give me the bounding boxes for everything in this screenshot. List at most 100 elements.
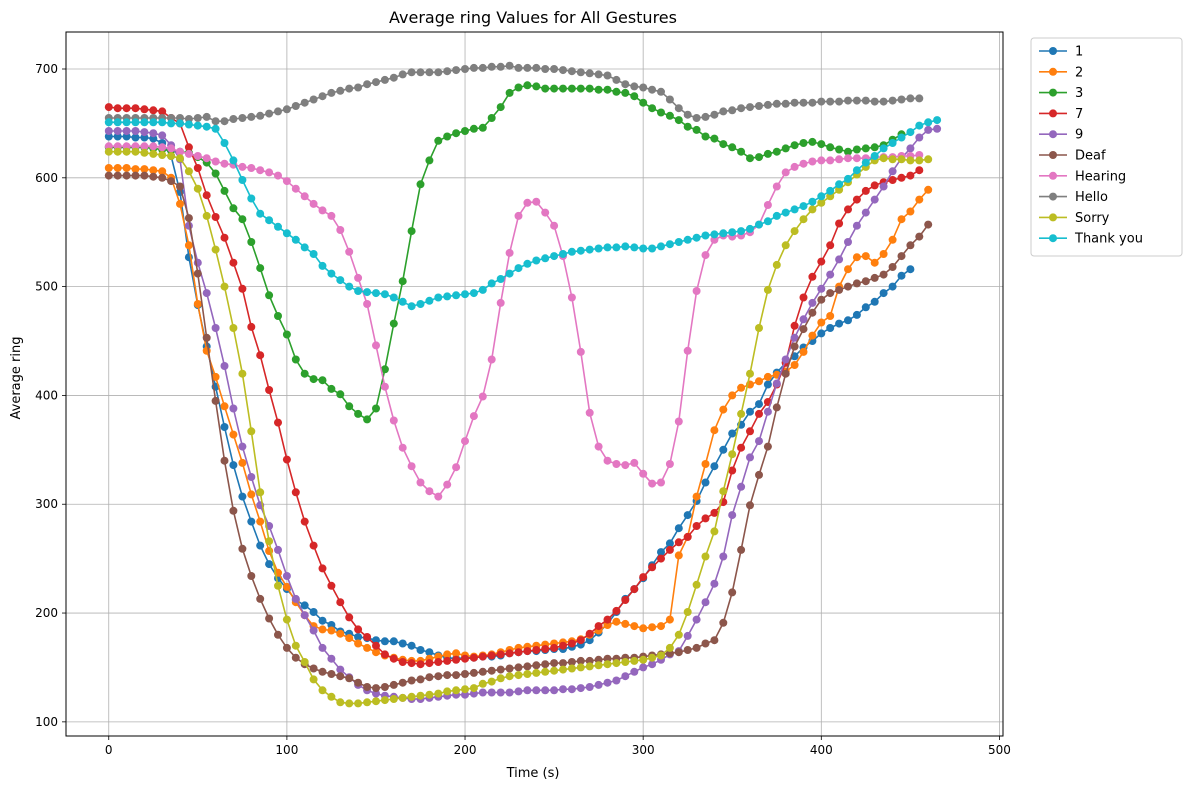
- data-point: [380, 290, 389, 299]
- data-point: [870, 143, 879, 152]
- legend-label: 2: [1075, 65, 1083, 80]
- data-point: [327, 581, 336, 590]
- data-point: [746, 103, 754, 112]
- data-point: [158, 131, 167, 140]
- data-point: [327, 692, 336, 701]
- data-point: [282, 330, 291, 339]
- data-point: [541, 84, 550, 93]
- data-point: [113, 164, 122, 172]
- data-point: [621, 88, 630, 97]
- data-point: [131, 171, 140, 180]
- data-point: [817, 97, 826, 106]
- data-point: [247, 238, 256, 246]
- data-point: [452, 655, 461, 664]
- data-point: [140, 142, 149, 151]
- data-point: [443, 650, 452, 659]
- data-point: [772, 403, 781, 412]
- data-point: [416, 180, 425, 189]
- data-point: [238, 458, 247, 467]
- data-point: [256, 488, 265, 497]
- data-point: [737, 409, 746, 418]
- data-point: [256, 111, 265, 120]
- data-point: [318, 625, 327, 634]
- data-point: [104, 132, 113, 141]
- data-point: [274, 630, 282, 639]
- data-point: [728, 143, 737, 152]
- data-point: [247, 112, 256, 121]
- data-point: [113, 171, 122, 180]
- data-point: [692, 233, 701, 242]
- data-point: [541, 254, 550, 263]
- data-point: [140, 148, 149, 157]
- data-point: [852, 195, 861, 204]
- data-point: [131, 118, 140, 127]
- data-point: [282, 229, 291, 238]
- data-point: [274, 418, 282, 427]
- data-point: [487, 62, 496, 71]
- data-point: [683, 122, 692, 131]
- data-point: [247, 572, 256, 580]
- chart-title: Average ring Values for All Gestures: [389, 8, 677, 27]
- data-point: [585, 408, 594, 417]
- data-point: [755, 437, 763, 446]
- data-point: [657, 478, 665, 487]
- data-point: [861, 208, 870, 217]
- data-point: [844, 96, 852, 105]
- data-point: [808, 308, 817, 317]
- data-point: [211, 372, 220, 381]
- data-point: [870, 258, 879, 267]
- data-point: [380, 696, 389, 705]
- data-point: [603, 71, 612, 80]
- data-point: [826, 97, 835, 106]
- data-point: [603, 654, 612, 663]
- data-point: [425, 68, 434, 77]
- data-point: [550, 84, 559, 93]
- data-point: [434, 492, 443, 501]
- data-point: [852, 253, 861, 262]
- data-point: [861, 303, 870, 312]
- data-point: [835, 180, 844, 189]
- data-point: [799, 215, 808, 224]
- data-point: [505, 269, 514, 278]
- data-point: [300, 192, 309, 201]
- data-point: [906, 207, 915, 216]
- data-point: [496, 665, 505, 674]
- y-tick-label: 700: [35, 62, 58, 76]
- data-point: [505, 664, 514, 673]
- series-line: [108, 128, 938, 700]
- data-point: [211, 213, 220, 221]
- data-point: [274, 171, 282, 180]
- data-point: [202, 289, 211, 298]
- data-point: [514, 211, 523, 220]
- data-point: [559, 641, 567, 650]
- data-point: [229, 404, 238, 413]
- data-point: [193, 300, 202, 308]
- data-point: [309, 199, 318, 208]
- data-point: [220, 159, 229, 168]
- data-point: [844, 205, 852, 214]
- data-point: [149, 106, 158, 115]
- data-point: [167, 119, 176, 128]
- data-point: [630, 82, 639, 91]
- data-point: [487, 279, 496, 288]
- data-point: [505, 688, 514, 697]
- data-point: [389, 73, 398, 82]
- data-point: [149, 149, 158, 158]
- data-point: [897, 155, 906, 164]
- data-point: [648, 660, 657, 669]
- legend-swatch-marker: [1049, 109, 1057, 118]
- data-point: [799, 315, 808, 324]
- data-point: [389, 319, 398, 328]
- data-point: [621, 596, 630, 604]
- data-point: [772, 99, 781, 108]
- data-point: [772, 182, 781, 191]
- data-point: [781, 99, 790, 108]
- data-point: [505, 61, 514, 70]
- data-point: [122, 104, 131, 113]
- data-point: [158, 107, 167, 116]
- data-point: [193, 184, 202, 193]
- data-point: [220, 117, 229, 126]
- data-point: [897, 95, 906, 104]
- data-point: [888, 282, 897, 291]
- data-point: [657, 622, 665, 631]
